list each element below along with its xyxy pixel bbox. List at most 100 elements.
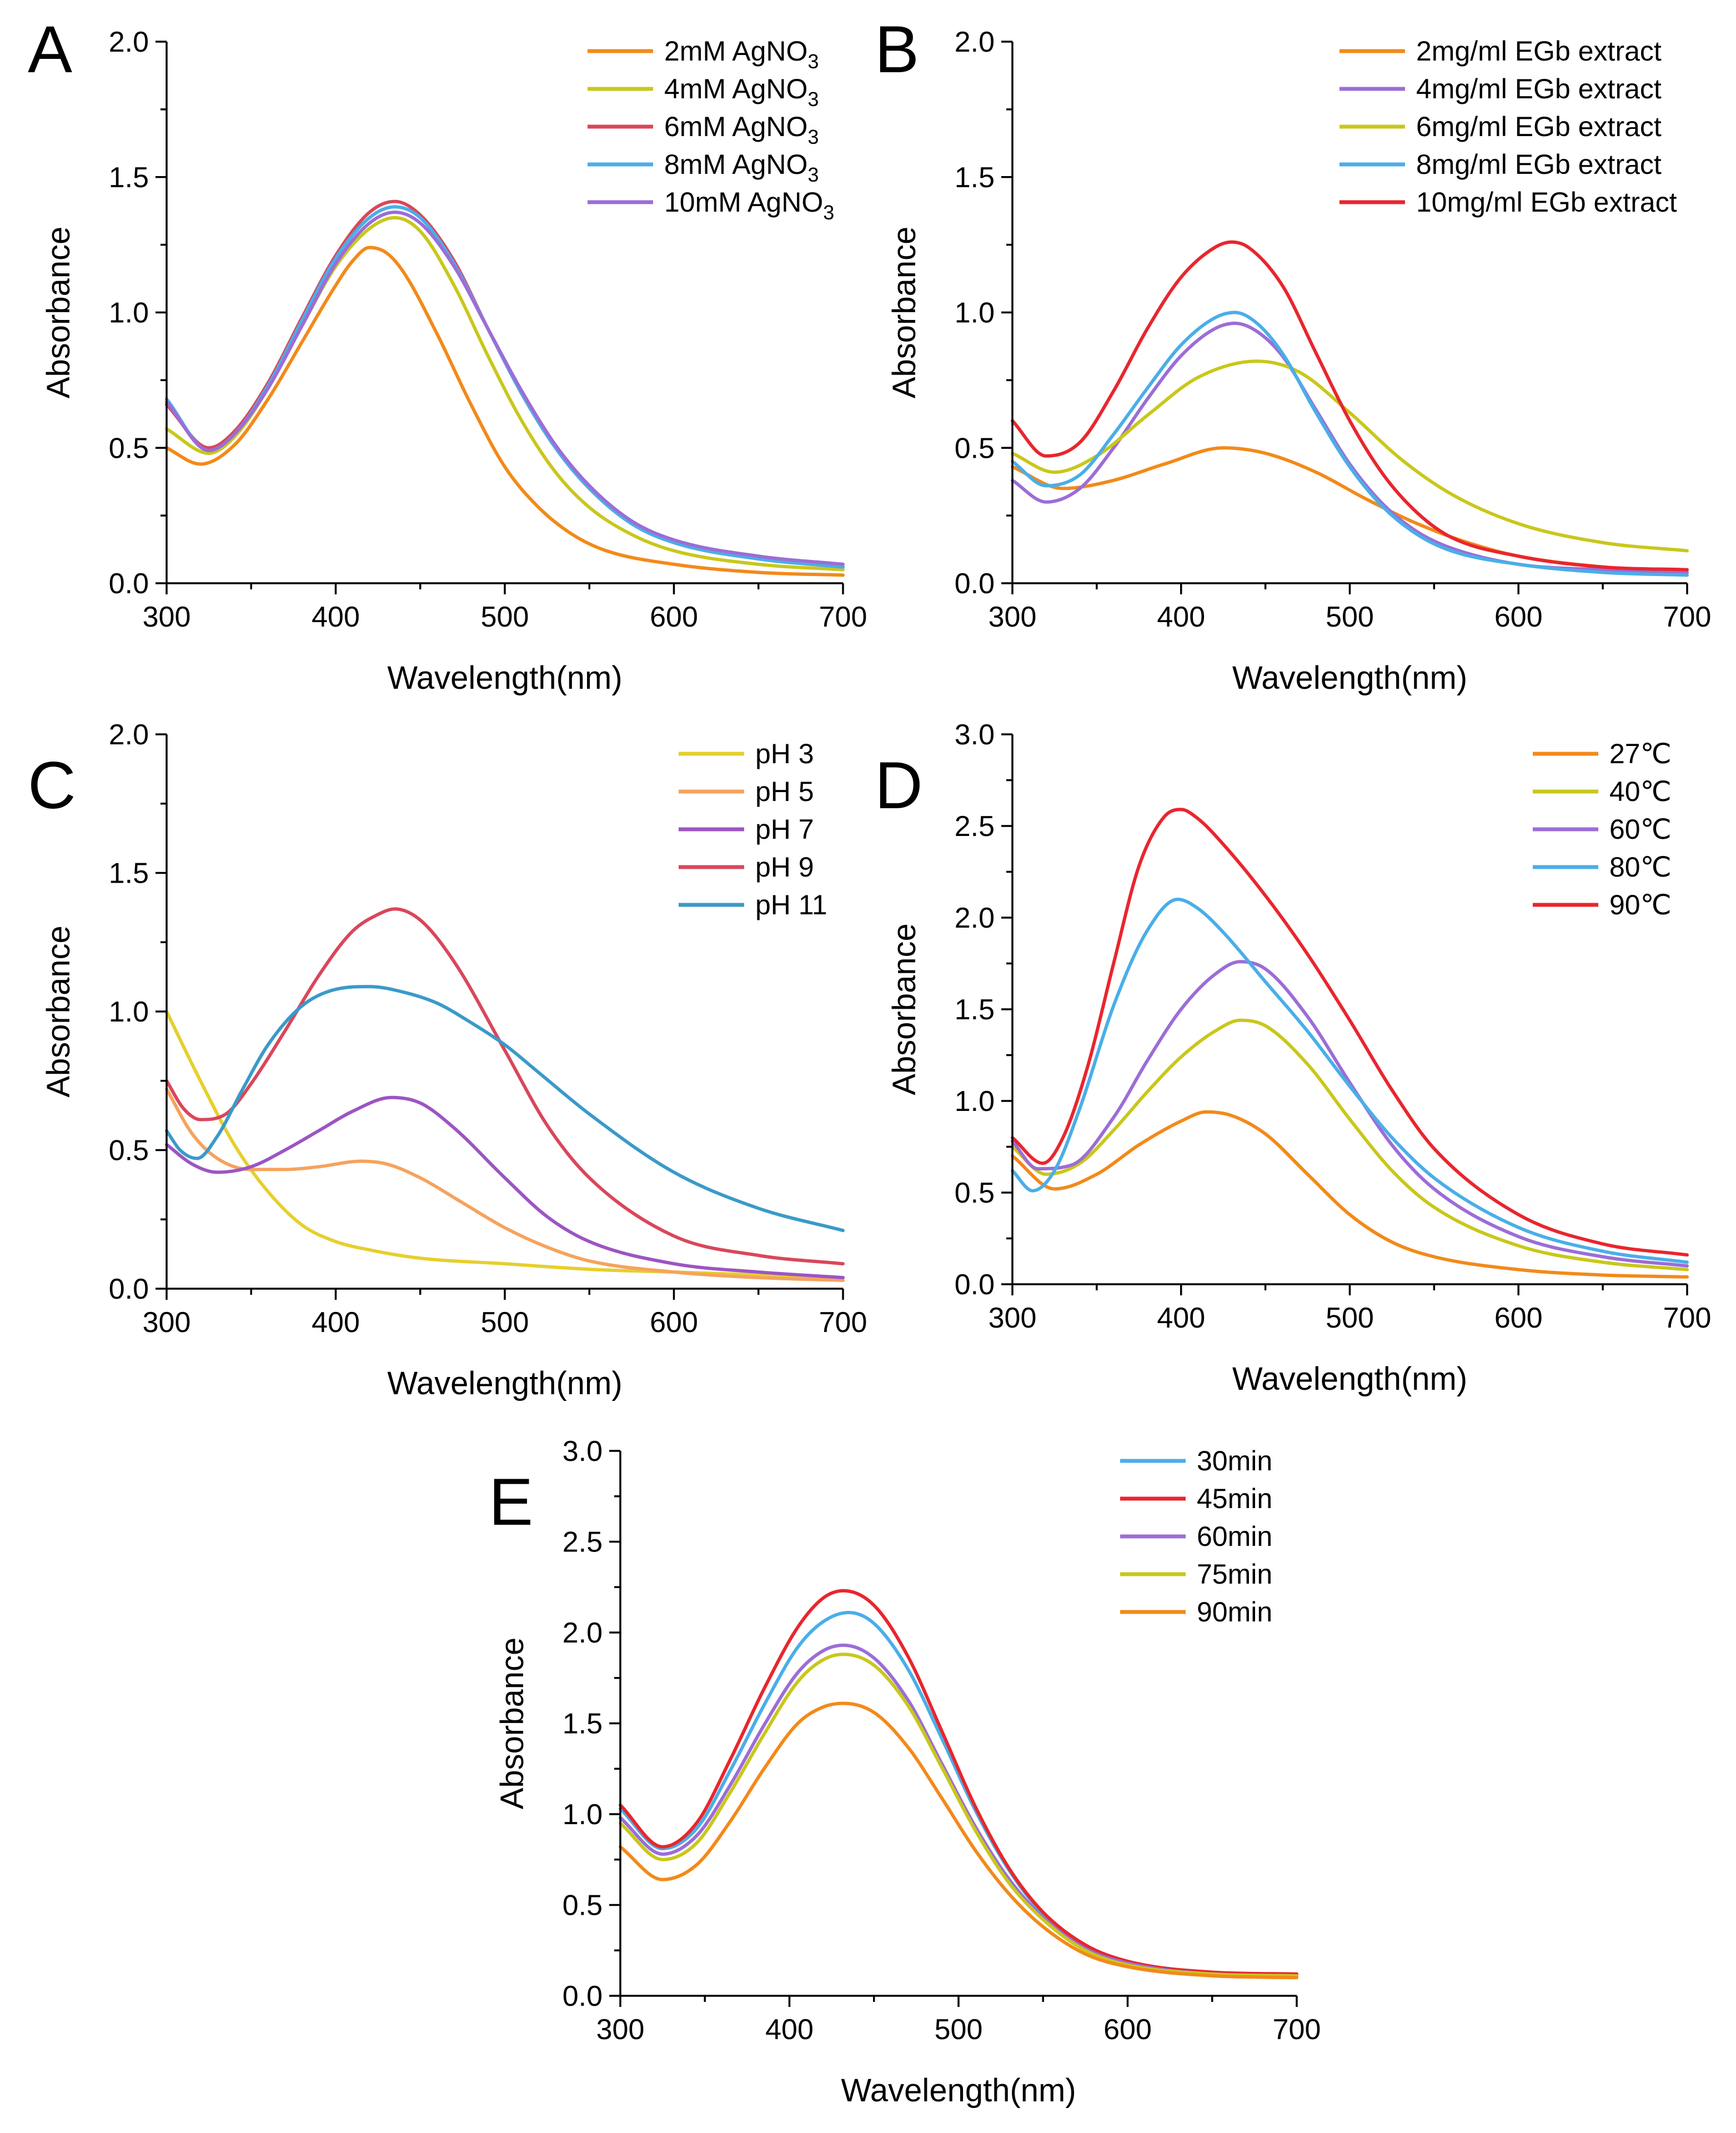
x-tick-label: 300: [989, 1302, 1037, 1334]
x-tick-label: 700: [1663, 1302, 1712, 1334]
series-lines: [165, 907, 845, 1283]
legend: 27℃ 40℃ 60℃ 80℃ 90℃: [1533, 738, 1672, 920]
legend-label-5: 90℃: [1609, 889, 1672, 920]
legend-label-5: pH 11: [755, 889, 827, 920]
series-line-2: [165, 216, 845, 572]
y-tick-label: 3.0: [563, 1435, 603, 1468]
y-tick-label: 2.0: [955, 26, 995, 58]
panel-a: A 300 400 500 600 700 0.0 0.5 1.0 1.5 2.0 Wavelengt…: [28, 12, 867, 696]
y-tick-label: 0.5: [955, 1177, 995, 1209]
legend-label-main: 45min: [1197, 1483, 1272, 1514]
y-tick-label: 2.5: [563, 1526, 603, 1559]
y-tick-label: 1.5: [109, 162, 149, 194]
series-line-3: [1011, 960, 1689, 1268]
y-tick-label: 0.0: [955, 568, 995, 600]
x-tick-label: 600: [650, 1306, 698, 1339]
series-line-5: [619, 1701, 1298, 1980]
legend-label-subscript: 3: [807, 126, 819, 148]
legend-label-1: pH 3: [755, 738, 814, 769]
panel-letter: A: [28, 12, 72, 87]
y-tick-label: 0.5: [955, 432, 995, 464]
series-line-3: [165, 1095, 845, 1280]
legend-label-main: 40℃: [1609, 776, 1672, 807]
legend-label-subscript: 3: [823, 201, 834, 224]
series-line-1: [1011, 1110, 1689, 1279]
legend-label-1: 27℃: [1609, 738, 1672, 769]
x-tick-label: 500: [481, 601, 529, 633]
series-line-3: [619, 1643, 1298, 1978]
legend-label-main: 8mg/ml EGb extract: [1416, 149, 1662, 180]
panel-d: D 300 400 500 600 700 0.0 0.5 1.0 1.5 2.0 2.5 3.0 Wav…: [875, 719, 1711, 1397]
legend-label-2: 4mM AgNO3: [664, 73, 819, 111]
y-axis-title: Absorbance: [41, 227, 77, 399]
series-line-1: [165, 246, 845, 577]
legend-label-1: 30min: [1197, 1445, 1272, 1476]
y-tick-label: 1.0: [109, 996, 149, 1028]
legend-label-main: pH 3: [755, 738, 814, 769]
series-line-4: [165, 907, 845, 1266]
y-tick-label: 0.0: [109, 1273, 149, 1305]
y-tick-label: 1.5: [955, 994, 995, 1026]
y-tick-label: 2.0: [109, 26, 149, 58]
x-tick-label: 400: [1157, 601, 1205, 633]
y-axis-title: Absorbance: [886, 227, 922, 399]
x-axis-title: Wavelength(nm): [841, 2072, 1076, 2109]
legend-label-subscript: 3: [807, 88, 819, 111]
series-line-2: [1011, 322, 1689, 574]
y-tick-label: 0.5: [109, 432, 149, 464]
y-tick-label: 0.0: [563, 1980, 603, 2012]
legend-label-main: 80℃: [1609, 852, 1672, 883]
legend-label-3: 6mg/ml EGb extract: [1416, 111, 1662, 142]
legend-label-main: 10mg/ml EGb extract: [1416, 187, 1677, 218]
y-tick-label: 0.5: [109, 1135, 149, 1167]
x-tick-label: 300: [989, 601, 1037, 633]
legend-label-main: 8mM AgNO: [664, 149, 807, 180]
y-tick-label: 0.5: [563, 1890, 603, 1922]
x-tick-label: 400: [1157, 1302, 1205, 1334]
legend-label-3: 60℃: [1609, 814, 1672, 845]
x-tick-label: 600: [1494, 1302, 1543, 1334]
legend-label-4: pH 9: [755, 852, 814, 883]
legend-label-main: pH 9: [755, 852, 814, 883]
legend-label-1: 2mg/ml EGb extract: [1416, 36, 1662, 67]
legend-label-3: 6mM AgNO3: [664, 111, 819, 148]
series-line-5: [1011, 240, 1689, 572]
legend-label-3: pH 7: [755, 814, 814, 845]
x-tick-label: 300: [143, 1306, 191, 1339]
legend-label-5: 90min: [1197, 1596, 1272, 1628]
legend-label-main: 90℃: [1609, 889, 1672, 920]
legend-label-4: 8mM AgNO3: [664, 149, 819, 186]
series-line-5: [165, 211, 845, 566]
panel-c: C 300 400 500 600 700 0.0 0.5 1.0 1.5 2.0 Wavelengt…: [28, 719, 867, 1401]
legend-label-subscript: 3: [807, 163, 819, 186]
legend-label-5: 10mM AgNO3: [664, 187, 834, 224]
x-tick-label: 700: [1663, 601, 1712, 633]
legend-label-main: 6mg/ml EGb extract: [1416, 111, 1662, 142]
panel-letter: C: [28, 748, 76, 823]
x-tick-label: 700: [1273, 2014, 1321, 2046]
panel-letter: E: [489, 1465, 533, 1539]
y-tick-label: 1.5: [109, 858, 149, 890]
legend-label-main: 60℃: [1609, 814, 1672, 845]
x-tick-label: 300: [596, 2014, 645, 2046]
legend-label-1: 2mM AgNO3: [664, 36, 819, 73]
legend-label-2: pH 5: [755, 776, 814, 807]
y-tick-label: 1.0: [563, 1799, 603, 1831]
legend-label-main: 2mM AgNO: [664, 36, 807, 67]
legend-label-main: 4mM AgNO: [664, 73, 807, 104]
series-lines: [619, 1589, 1298, 1980]
y-tick-label: 2.0: [109, 719, 149, 751]
series-line-5: [1011, 808, 1689, 1257]
y-tick-label: 0.0: [955, 1269, 995, 1301]
series-line-2: [165, 1087, 845, 1283]
legend-label-4: 80℃: [1609, 852, 1672, 883]
panel-letter: B: [875, 12, 919, 87]
x-tick-label: 500: [1326, 601, 1374, 633]
series-line-3: [1011, 359, 1689, 553]
legend-label-main: pH 7: [755, 814, 814, 845]
legend-label-main: 2mg/ml EGb extract: [1416, 36, 1662, 67]
x-axis-title: Wavelength(nm): [1232, 660, 1467, 696]
legend-label-2: 4mg/ml EGb extract: [1416, 73, 1662, 104]
x-tick-label: 400: [312, 601, 360, 633]
